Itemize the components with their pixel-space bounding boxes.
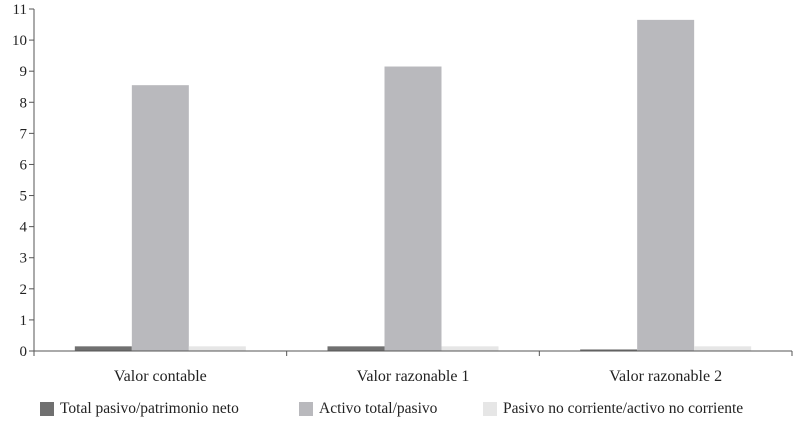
y-tick-label: 5: [20, 189, 28, 205]
x-category-label: Valor contable: [114, 368, 207, 385]
legend-item-activo-total: Activo total/pasivo: [299, 400, 437, 418]
y-tick-label: 9: [20, 64, 28, 80]
legend-label: Activo total/pasivo: [319, 400, 438, 417]
bar: [74, 346, 132, 351]
bar: [580, 349, 638, 351]
y-tick-label: 10: [12, 33, 27, 49]
x-category-label: Valor razonable 2: [609, 368, 722, 385]
legend-swatch: [483, 402, 497, 416]
legend-label: Total pasivo/patrimonio neto: [60, 400, 239, 417]
legend-label: Pasivo no corriente/activo no corriente: [503, 400, 744, 417]
bar: [441, 346, 499, 351]
y-tick-label: 4: [20, 220, 28, 236]
y-axis: 0 1 2 3 4 5 6 7 8 9 10 11: [12, 2, 35, 360]
bar: [384, 66, 442, 351]
bar: [327, 346, 385, 351]
bar: [131, 85, 189, 351]
bar: [637, 19, 695, 352]
legend-swatch: [299, 402, 313, 416]
x-category-label: Valor razonable 1: [357, 368, 470, 385]
y-tick-label: 6: [20, 157, 28, 173]
bar: [188, 346, 246, 351]
legend: Total pasivo/patrimonio neto Activo tota…: [0, 398, 794, 420]
y-tick-label: 1: [20, 313, 28, 329]
legend-item-pasivo-no-corriente: Pasivo no corriente/activo no corriente: [483, 400, 743, 418]
legend-swatch: [40, 402, 54, 416]
legend-item-total-pasivo: Total pasivo/patrimonio neto: [40, 400, 239, 418]
y-tick-label: 8: [20, 95, 28, 111]
y-tick-label: 7: [20, 126, 28, 142]
y-tick-label: 0: [20, 344, 28, 360]
bar-chart: 0 1 2 3 4 5 6 7 8 9 10 11 Valor contable Valor razon…: [12, 2, 793, 385]
y-tick-label: 3: [20, 251, 28, 267]
bars: [74, 19, 752, 352]
y-tick-label: 11: [13, 2, 27, 18]
x-axis: Valor contable Valor razonable 1 Valor raz…: [33, 350, 793, 385]
y-tick-label: 2: [20, 282, 28, 298]
bar: [694, 346, 752, 351]
